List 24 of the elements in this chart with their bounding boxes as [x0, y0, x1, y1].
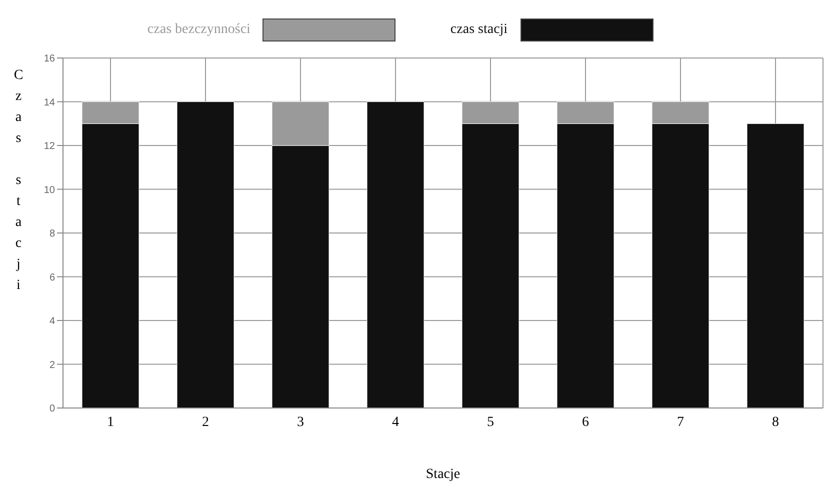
bar	[366, 102, 424, 408]
y-axis-title: Czas stacji	[10, 68, 26, 299]
bar	[746, 123, 804, 408]
y-tick-label: 14	[44, 97, 56, 108]
y-tick-label: 4	[49, 316, 56, 328]
y-tick-label: 6	[49, 272, 56, 284]
x-tick-label: 6	[582, 414, 589, 430]
bar	[176, 102, 234, 408]
x-tick-label: 8	[772, 414, 779, 430]
text: czas stacji	[450, 22, 508, 38]
x-tick-label: 2	[202, 414, 209, 430]
y-tick-label: 8	[49, 228, 56, 240]
text: czas bezczynności	[147, 22, 250, 38]
y-tick-label: 16	[44, 54, 56, 65]
y-tick-label: 12	[44, 141, 56, 152]
x-tick-label: 1	[107, 414, 114, 430]
y-tick-label: 2	[49, 360, 56, 371]
x-axis-title: Stacje	[426, 467, 460, 482]
x-tick-label: 5	[487, 414, 494, 430]
x-tick-label: 7	[677, 414, 684, 430]
y-tick-label: 0	[49, 404, 56, 415]
x-tick-label: 3	[297, 414, 304, 430]
x-tick-label: 4	[392, 414, 399, 430]
y-tick-label: 10	[44, 184, 56, 196]
